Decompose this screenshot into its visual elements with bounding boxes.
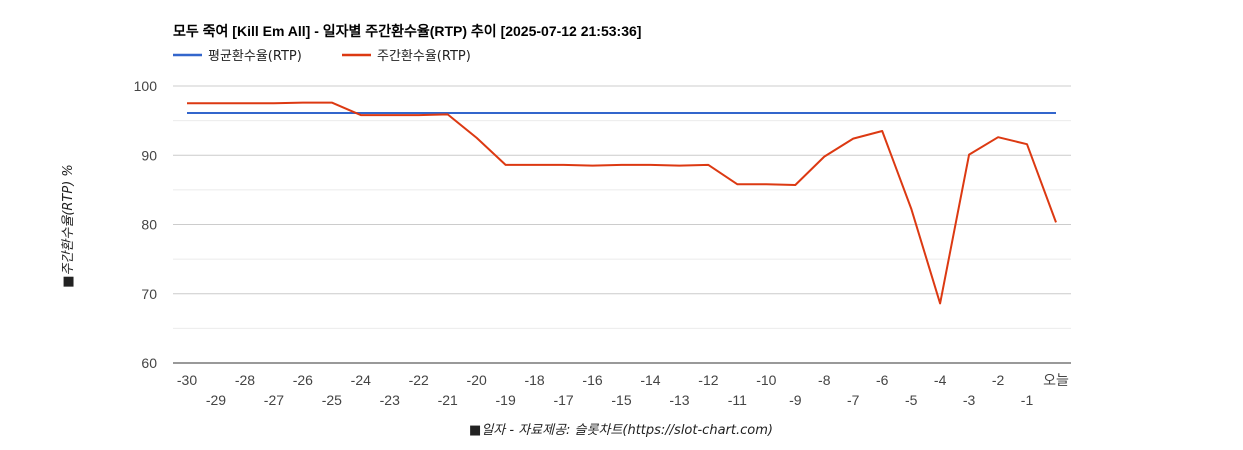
x-tick-label: -5 <box>905 392 918 408</box>
x-tick-label: -18 <box>524 372 544 388</box>
x-tick-label: -28 <box>235 372 255 388</box>
x-tick-label: -14 <box>640 372 660 388</box>
x-axis-title: ■일자 - 자료제공: 슬롯차트(https://slot-chart.com) <box>469 423 773 438</box>
x-tick-label: -6 <box>876 372 889 388</box>
x-tick-label: -21 <box>438 392 458 408</box>
x-tick-label: -29 <box>206 392 226 408</box>
x-tick-label: -19 <box>496 392 516 408</box>
x-tick-label: -16 <box>582 372 602 388</box>
x-tick-label: -22 <box>409 372 429 388</box>
x-tick-label: -30 <box>177 372 197 388</box>
legend-label-average: 평균환수율(RTP) <box>208 49 302 64</box>
x-tick-label: -11 <box>728 392 747 408</box>
x-tick-label: -12 <box>698 372 718 388</box>
y-tick-label: 60 <box>141 355 157 371</box>
y-tick-label: 90 <box>141 147 157 163</box>
series-line-weekly-rtp <box>187 101 1057 305</box>
y-tick-label: 70 <box>141 286 157 302</box>
y-axis-ticks: 60 70 80 90 100 <box>134 78 158 371</box>
legend: 평균환수율(RTP) 주간환수율(RTP) <box>173 49 471 64</box>
x-tick-label: -27 <box>264 392 284 408</box>
x-tick-label: -1 <box>1021 392 1034 408</box>
chart-title: 모두 죽여 [Kill Em All] - 일자별 주간환수율(RTP) 추이 … <box>173 23 641 39</box>
x-tick-label: -24 <box>351 372 371 388</box>
x-tick-label: -7 <box>847 392 860 408</box>
x-tick-label: -25 <box>322 392 342 408</box>
x-tick-label: -13 <box>669 392 689 408</box>
y-tick-label: 80 <box>141 217 157 233</box>
x-tick-label: -4 <box>934 372 947 388</box>
y-axis-title: ■주간환수율(RTP) % <box>61 164 76 288</box>
x-axis-ticks: -30-29-28-27-26-25-24-23-22-21-20-19-18-… <box>177 372 1069 408</box>
legend-label-weekly: 주간환수율(RTP) <box>377 49 471 64</box>
x-tick-label: -20 <box>467 372 487 388</box>
x-tick-label: 오늘 <box>1043 372 1069 388</box>
x-tick-label: -17 <box>553 392 573 408</box>
x-tick-label: -2 <box>992 372 1005 388</box>
x-tick-label: -8 <box>818 372 831 388</box>
gridlines <box>173 85 1071 364</box>
series-lines <box>187 101 1057 305</box>
x-tick-label: -15 <box>611 392 631 408</box>
x-tick-label: -10 <box>756 372 776 388</box>
x-tick-label: -23 <box>380 392 400 408</box>
x-tick-label: -26 <box>293 372 313 388</box>
x-tick-label: -9 <box>789 392 802 408</box>
x-tick-label: -3 <box>963 392 976 408</box>
y-tick-label: 100 <box>134 78 158 94</box>
